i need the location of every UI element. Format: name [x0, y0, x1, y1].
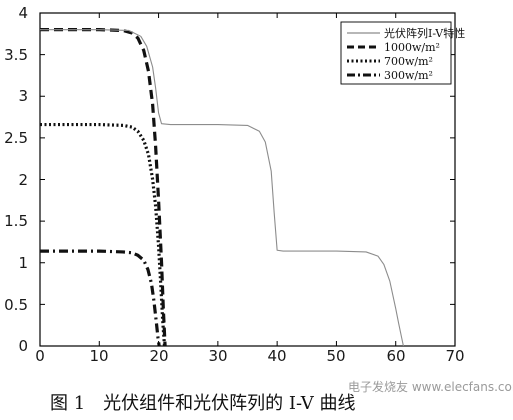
legend-label-array: 光伏阵列I-V特性 [384, 26, 465, 40]
x-tick-label: 30 [208, 347, 227, 365]
series-line-2 [40, 122, 167, 347]
axis-ticks [39, 12, 456, 347]
series-line-3 [40, 249, 161, 347]
x-tick-labels: 0 10 20 30 40 50 60 70 [35, 347, 464, 365]
x-tick-label: 40 [267, 347, 286, 365]
y-tick-label: 2.5 [4, 129, 28, 147]
series-line-0 [40, 29, 404, 347]
legend-label-700: 700w/m² [384, 55, 433, 68]
x-tick-label: 50 [326, 347, 345, 365]
x-tick-label: 0 [35, 347, 45, 365]
legend: 光伏阵列I-V特性 1000w/m² 700w/m² 300w/m² [340, 21, 465, 85]
y-tick-label: 0.5 [4, 296, 28, 314]
series-layer [40, 28, 404, 347]
x-tick-label: 20 [149, 347, 168, 365]
y-tick-label: 1.5 [4, 212, 28, 230]
y-tick-label: 3 [18, 87, 28, 105]
x-tick-label: 10 [89, 347, 108, 365]
legend-label-300: 300w/m² [384, 69, 433, 82]
y-tick-label: 3.5 [4, 46, 28, 64]
y-tick-label: 4 [18, 4, 28, 22]
legend-label-1000: 1000w/m² [384, 41, 440, 54]
y-tick-label: 2 [18, 171, 28, 189]
x-tick-label: 60 [386, 347, 405, 365]
watermark: 电子发烧友 www.elecfans.com [348, 379, 513, 394]
y-tick-label: 1 [18, 254, 28, 272]
x-tick-label: 70 [445, 347, 464, 365]
y-tick-labels: 0 0.5 1 1.5 2 2.5 3 3.5 4 [4, 4, 28, 355]
y-tick-label: 0 [18, 337, 28, 355]
figure-caption: 图 1 光伏组件和光伏阵列的 I-V 曲线 [50, 393, 356, 414]
